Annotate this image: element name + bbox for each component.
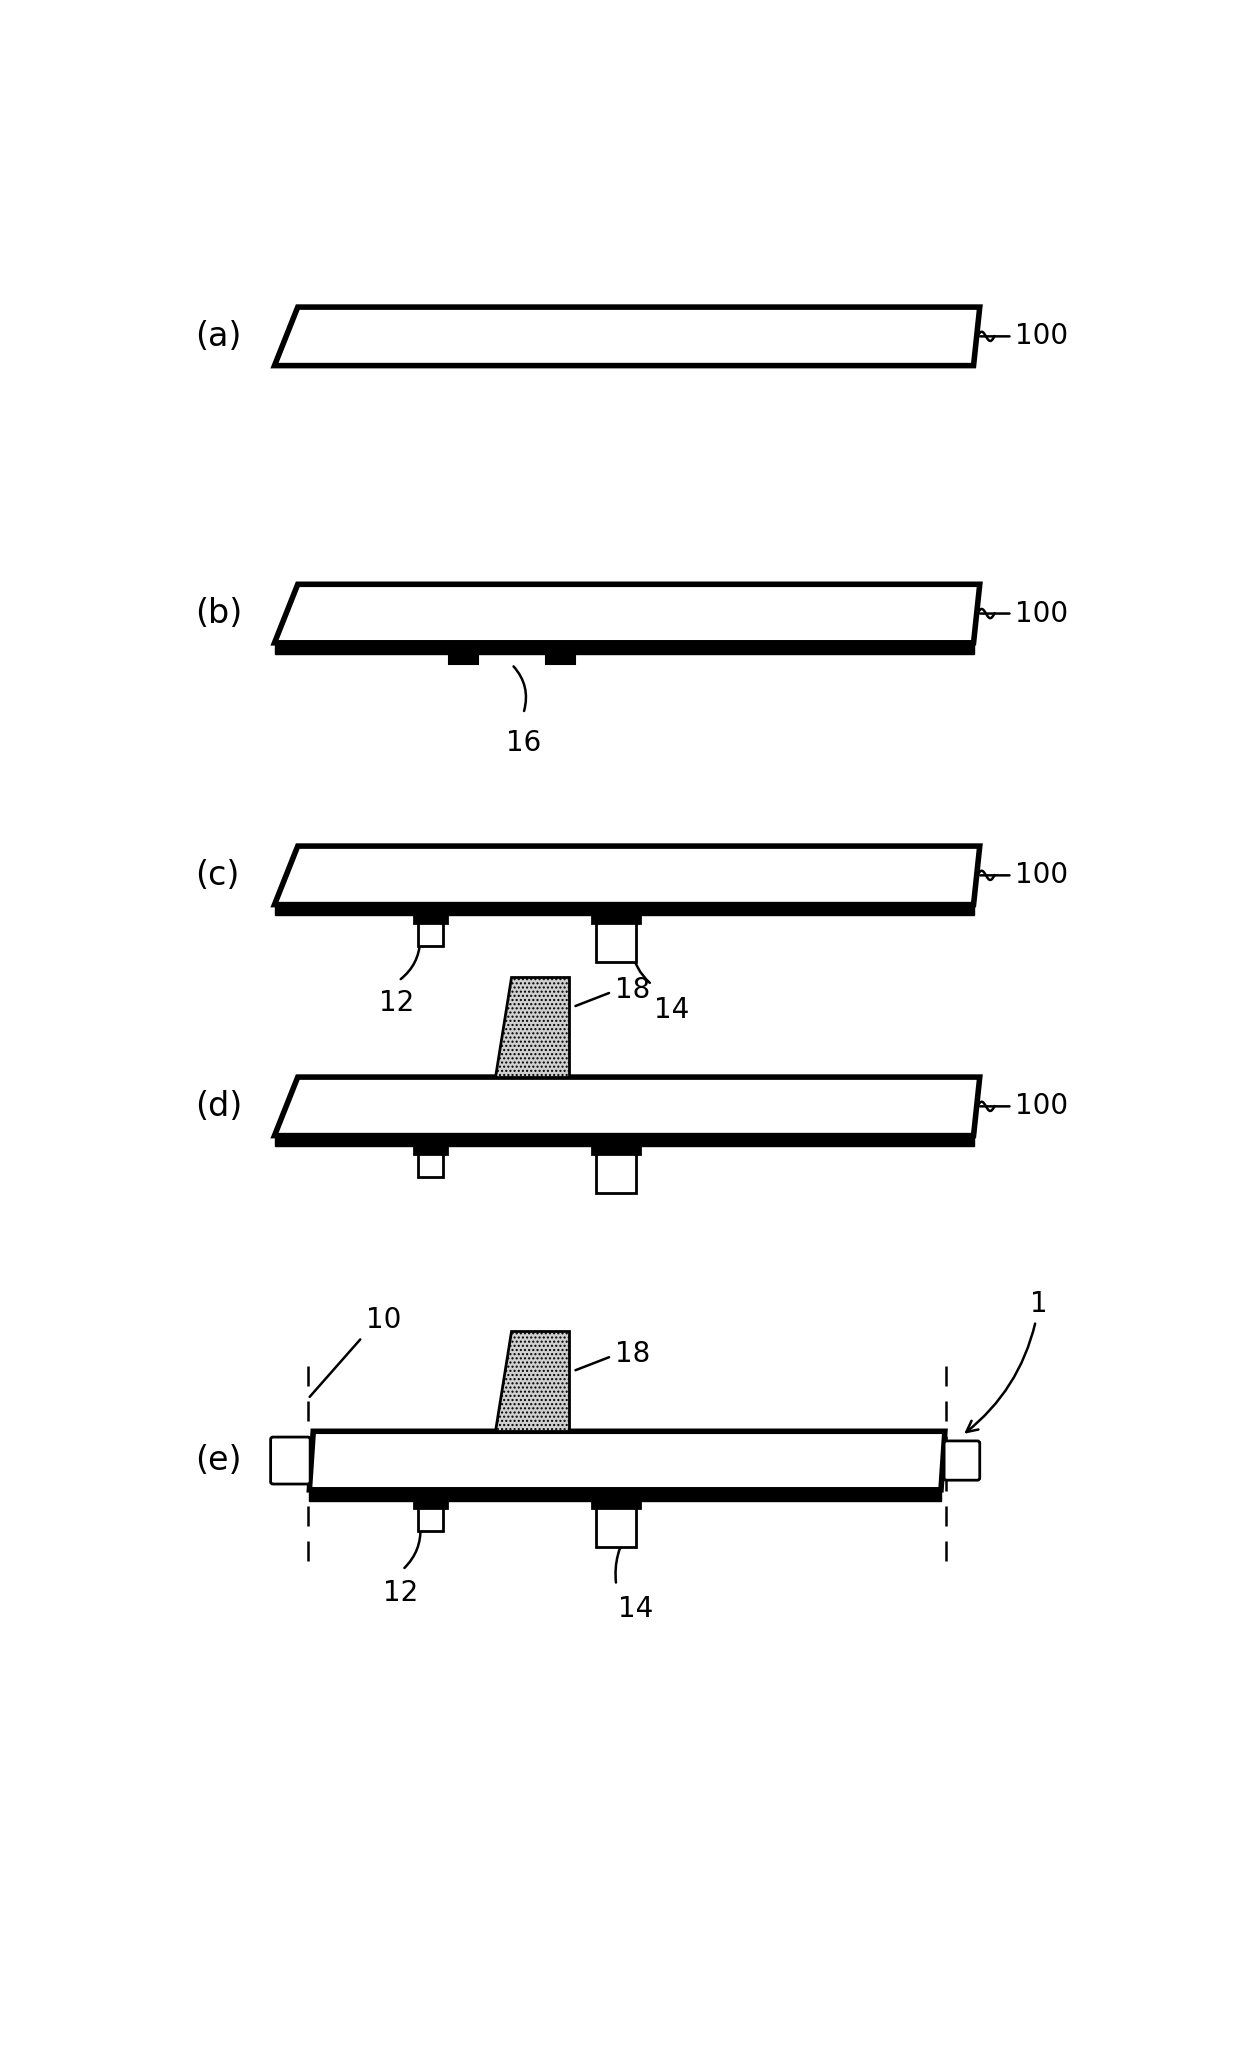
- Text: (d): (d): [195, 1090, 242, 1123]
- Text: (b): (b): [195, 597, 242, 630]
- Polygon shape: [593, 1501, 640, 1507]
- Text: 14: 14: [618, 1594, 653, 1623]
- Text: 10: 10: [366, 1305, 401, 1334]
- Polygon shape: [310, 1489, 941, 1501]
- Polygon shape: [593, 915, 640, 923]
- Polygon shape: [448, 655, 478, 665]
- Polygon shape: [274, 847, 979, 904]
- Polygon shape: [546, 655, 576, 665]
- Text: (a): (a): [195, 320, 241, 353]
- Polygon shape: [593, 1146, 640, 1154]
- Polygon shape: [417, 923, 442, 946]
- Text: 100: 100: [1015, 861, 1068, 890]
- Polygon shape: [414, 1501, 447, 1507]
- Text: 100: 100: [1015, 599, 1068, 628]
- Polygon shape: [274, 1078, 979, 1136]
- Text: (e): (e): [195, 1443, 241, 1476]
- Text: 100: 100: [1015, 322, 1068, 351]
- Polygon shape: [274, 904, 973, 915]
- Text: 18: 18: [615, 1340, 651, 1369]
- Text: 100: 100: [1015, 1092, 1068, 1121]
- Polygon shape: [274, 1136, 973, 1146]
- Polygon shape: [274, 642, 973, 655]
- Polygon shape: [310, 1431, 945, 1489]
- FancyBboxPatch shape: [944, 1441, 979, 1481]
- Text: 16: 16: [505, 729, 541, 758]
- Polygon shape: [495, 1332, 569, 1431]
- Polygon shape: [597, 923, 636, 962]
- Text: 1: 1: [966, 1291, 1047, 1431]
- Text: (c): (c): [195, 859, 240, 892]
- Text: 14: 14: [655, 995, 689, 1024]
- Polygon shape: [417, 1154, 442, 1177]
- Polygon shape: [274, 584, 979, 642]
- Polygon shape: [597, 1507, 636, 1547]
- Polygon shape: [417, 1507, 442, 1532]
- FancyBboxPatch shape: [270, 1437, 310, 1485]
- Text: 12: 12: [379, 989, 415, 1016]
- Polygon shape: [414, 1146, 447, 1154]
- Polygon shape: [597, 1154, 636, 1194]
- Text: 18: 18: [615, 977, 651, 1004]
- Polygon shape: [414, 915, 447, 923]
- Text: 12: 12: [383, 1580, 419, 1607]
- Polygon shape: [495, 977, 569, 1078]
- Polygon shape: [274, 308, 979, 366]
